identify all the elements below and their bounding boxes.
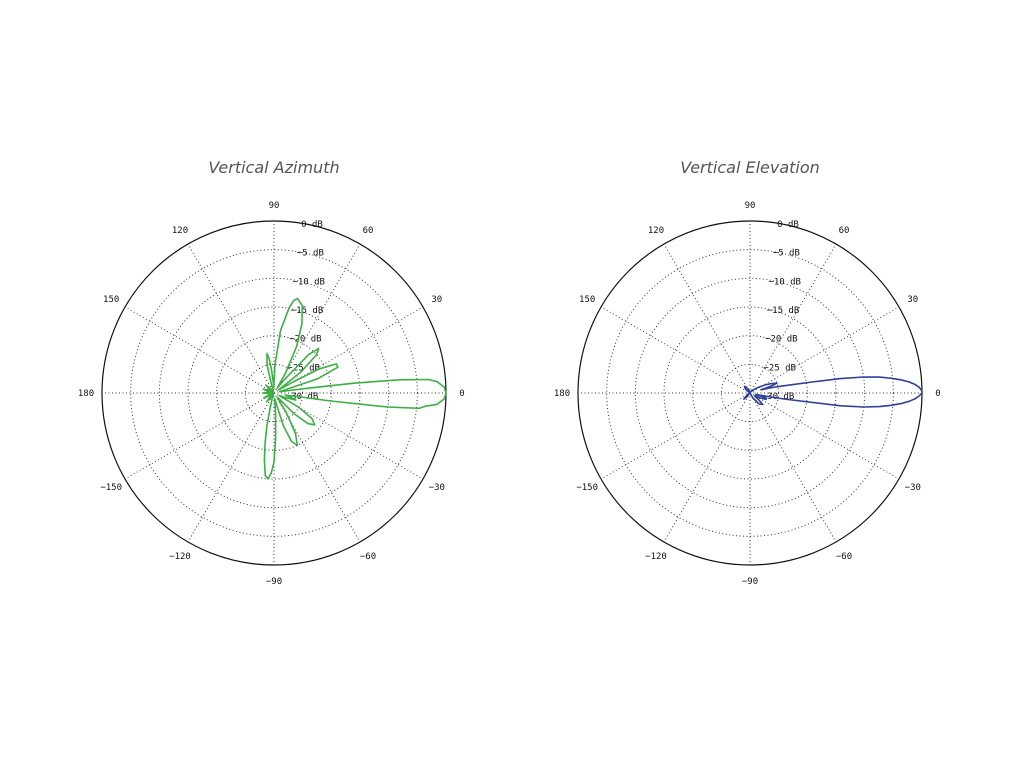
grid-spoke <box>124 306 275 394</box>
elevation-polar-plot: 0 30 60 90 120 150 180 −150 −120 −90 −60 −30 0 dB −5 … <box>554 201 941 587</box>
grid-ring <box>663 306 837 480</box>
ring-tick-label: −15 dB <box>291 306 324 316</box>
grid-spoke <box>663 243 751 394</box>
grid-spoke <box>187 243 275 394</box>
angle-tick-label: 180 <box>554 389 570 399</box>
ring-tick-label: −5 dB <box>773 249 800 259</box>
angle-tick-label: −120 <box>645 552 667 562</box>
ring-tick-label: −20 dB <box>765 335 798 345</box>
grid-ring <box>216 335 332 451</box>
ring-tick-label: −10 dB <box>292 277 325 287</box>
grid-ring <box>692 335 808 451</box>
ring-tick-label: −10 dB <box>768 277 801 287</box>
angle-tick-label: −150 <box>100 483 122 493</box>
ring-tick-label: −25 dB <box>763 363 796 373</box>
elevation-chart: Vertical Elevation 0 30 60 90 120 150 180 −150 −… <box>540 150 960 600</box>
angle-tick-label: −90 <box>742 577 758 587</box>
grid-spoke <box>749 392 900 480</box>
angle-tick-label: 90 <box>745 201 756 211</box>
grid-spoke <box>749 306 900 394</box>
chart-title: Vertical Elevation <box>680 158 820 177</box>
angle-tick-label: 180 <box>78 389 94 399</box>
angle-tick-label: 30 <box>907 295 918 305</box>
angle-tick-label: 0 <box>935 389 940 399</box>
angle-tick-label: −30 <box>429 483 445 493</box>
ring-tick-label: −15 dB <box>767 306 800 316</box>
radiation-pattern-line <box>261 297 447 480</box>
angle-tick-label: 0 <box>459 389 464 399</box>
angle-tick-label: 120 <box>172 226 188 236</box>
angle-tick-label: −120 <box>169 552 191 562</box>
grid-spoke <box>187 392 275 543</box>
angle-tick-label: 120 <box>648 226 664 236</box>
grid-ring <box>158 277 390 509</box>
ring-tick-label: −20 dB <box>289 335 322 345</box>
angle-tick-label: −60 <box>360 552 376 562</box>
grid-ring <box>187 306 361 480</box>
ring-tick-label: −5 dB <box>297 249 324 259</box>
chart-title: Vertical Azimuth <box>208 158 340 177</box>
angle-tick-label: 150 <box>579 295 595 305</box>
grid-spoke <box>600 306 751 394</box>
grid-spoke <box>749 392 837 543</box>
angle-tick-label: −150 <box>576 483 598 493</box>
angle-tick-label: 30 <box>431 295 442 305</box>
grid-spoke <box>600 392 751 480</box>
angle-tick-label: 150 <box>103 295 119 305</box>
angle-tick-label: 60 <box>839 226 850 236</box>
ring-tick-label: 0 dB <box>777 220 799 230</box>
azimuth-polar-plot: 0 30 60 90 120 150 180 −150 −120 −90 −60 −30 0 dB −5 … <box>78 201 465 587</box>
angle-tick-label: −60 <box>836 552 852 562</box>
angle-tick-label: 90 <box>269 201 280 211</box>
ring-tick-label: 0 dB <box>301 220 323 230</box>
grid-ring <box>606 249 894 537</box>
angle-tick-label: 60 <box>363 226 374 236</box>
radiation-pattern-line <box>743 376 923 408</box>
ring-tick-label: −30 dB <box>762 392 795 402</box>
grid-ring <box>130 249 418 537</box>
grid-spoke <box>124 392 275 480</box>
grid-spoke <box>749 243 837 394</box>
grid-spoke <box>663 392 751 543</box>
angle-tick-label: −90 <box>266 577 282 587</box>
azimuth-chart: Vertical Azimuth 0 30 60 90 120 150 180 −150 −12… <box>64 150 484 600</box>
angle-tick-label: −30 <box>905 483 921 493</box>
